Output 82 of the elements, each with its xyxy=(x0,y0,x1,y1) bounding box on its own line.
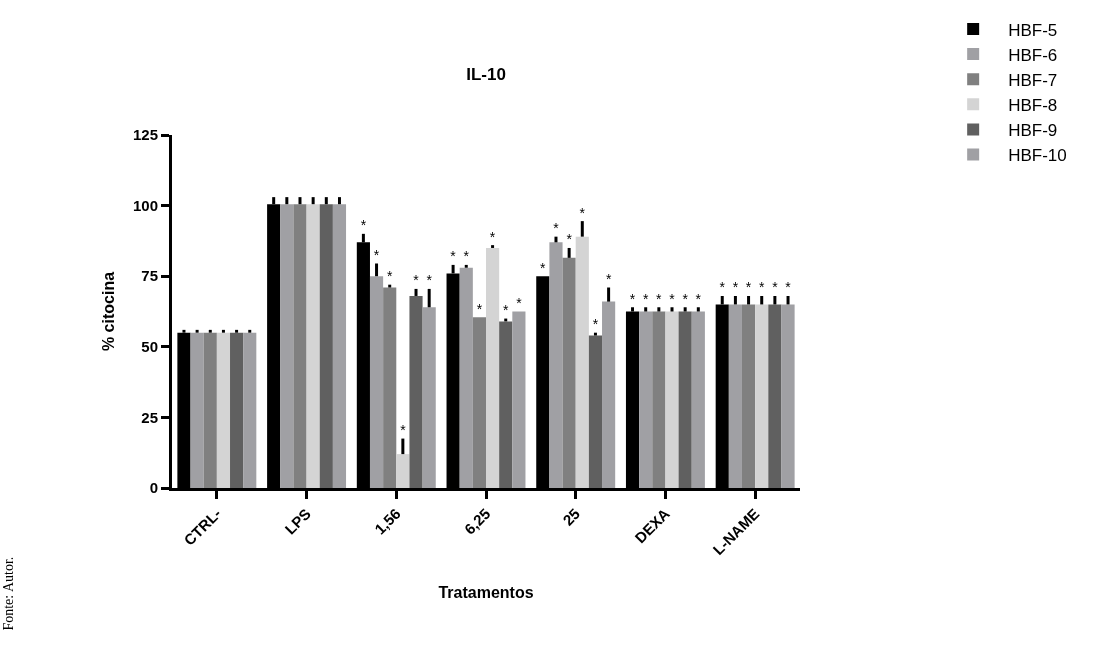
bar xyxy=(216,332,231,488)
bar xyxy=(781,304,795,488)
legend-label: HBF-10 xyxy=(1008,146,1067,166)
data-label: * xyxy=(642,290,649,307)
data-label: * xyxy=(732,279,739,296)
chart-title: IL-10 xyxy=(466,64,506,84)
bar xyxy=(203,332,217,488)
bar xyxy=(499,321,513,488)
data-label: * xyxy=(450,248,457,265)
bar xyxy=(332,204,347,488)
legend-label: HBF-7 xyxy=(1008,70,1058,90)
data-label: * xyxy=(785,279,792,296)
data-label: * xyxy=(669,290,676,307)
source-note: Fonte: Autor. xyxy=(0,556,16,631)
y-tick-label: 0 xyxy=(149,479,158,497)
data-label: * xyxy=(553,220,560,237)
bar xyxy=(396,454,410,488)
legend-label: HBF-9 xyxy=(1008,121,1058,141)
bar xyxy=(512,311,526,488)
y-axis-title: % citocina xyxy=(99,271,117,352)
data-label: * xyxy=(400,422,407,439)
data-label: * xyxy=(758,279,765,296)
bar xyxy=(280,204,294,488)
data-label: * xyxy=(489,228,496,245)
x-axis-title: Tratamentos xyxy=(438,583,534,601)
bar xyxy=(562,257,576,488)
data-label: * xyxy=(695,290,702,307)
data-label: * xyxy=(426,272,433,289)
bar xyxy=(190,332,204,488)
bar xyxy=(472,317,486,488)
bar xyxy=(665,311,679,488)
bar xyxy=(728,304,742,488)
bar xyxy=(639,311,653,488)
bar xyxy=(230,332,244,488)
bar xyxy=(768,304,782,488)
bar xyxy=(243,332,257,488)
bar xyxy=(319,204,333,488)
bar xyxy=(306,204,320,488)
data-label: * xyxy=(463,248,470,265)
data-label: * xyxy=(386,268,393,285)
bar xyxy=(652,311,666,488)
data-label: * xyxy=(540,259,547,276)
data-label: * xyxy=(476,300,483,317)
bar xyxy=(369,276,384,488)
bar xyxy=(486,247,500,488)
data-label: * xyxy=(719,279,726,296)
bar xyxy=(409,295,423,488)
data-label: * xyxy=(772,279,779,296)
bar xyxy=(459,267,473,488)
bar xyxy=(575,236,589,488)
bar xyxy=(293,204,307,488)
data-label: * xyxy=(745,279,752,296)
x-tick-label: 25 xyxy=(559,504,584,529)
data-label: * xyxy=(516,295,523,311)
data-label: * xyxy=(656,290,663,307)
y-tick-label: 75 xyxy=(141,267,158,285)
bar xyxy=(588,335,603,488)
data-label: * xyxy=(566,231,573,248)
data-label: * xyxy=(373,246,380,263)
data-label: * xyxy=(503,302,510,319)
data-label: * xyxy=(605,271,612,287)
legend-label: HBF-8 xyxy=(1008,95,1058,115)
data-label: * xyxy=(579,204,586,221)
bar xyxy=(755,304,769,488)
y-tick-label: 25 xyxy=(141,408,158,426)
bar xyxy=(741,304,756,488)
data-label: * xyxy=(413,272,420,289)
bar xyxy=(691,311,705,488)
data-label: * xyxy=(592,316,599,333)
bar xyxy=(422,307,436,488)
bar xyxy=(602,301,616,488)
legend-label: HBF-5 xyxy=(1008,20,1058,40)
data-label: * xyxy=(682,290,689,307)
data-label: * xyxy=(629,290,636,307)
y-tick-label: 50 xyxy=(141,338,158,356)
data-label: * xyxy=(360,217,367,234)
bar xyxy=(678,311,692,488)
legend-label: HBF-6 xyxy=(1008,45,1058,65)
y-tick-label: 100 xyxy=(132,196,158,214)
y-tick-label: 125 xyxy=(132,126,158,144)
bar xyxy=(383,287,397,488)
bar xyxy=(549,242,563,488)
